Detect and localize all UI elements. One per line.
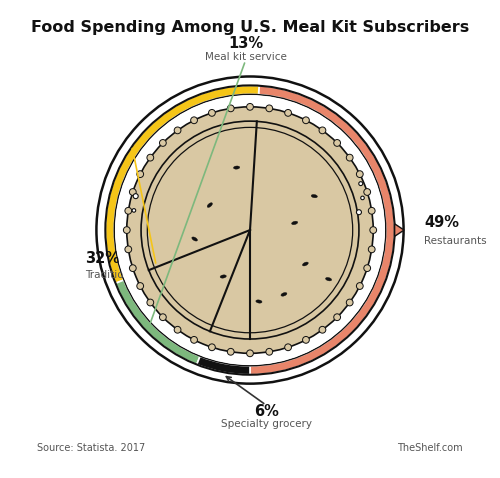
Wedge shape bbox=[106, 86, 259, 283]
Circle shape bbox=[124, 227, 130, 233]
Circle shape bbox=[137, 282, 143, 289]
Text: TheShelf.com: TheShelf.com bbox=[397, 443, 462, 453]
Circle shape bbox=[174, 127, 181, 134]
Circle shape bbox=[190, 337, 198, 343]
Circle shape bbox=[284, 109, 292, 116]
Circle shape bbox=[130, 265, 136, 272]
Text: Restaurants: Restaurants bbox=[424, 236, 486, 246]
Ellipse shape bbox=[256, 300, 262, 303]
Ellipse shape bbox=[311, 195, 318, 198]
Circle shape bbox=[132, 208, 136, 212]
Circle shape bbox=[364, 265, 370, 272]
Text: 32%: 32% bbox=[85, 251, 120, 266]
Circle shape bbox=[160, 314, 166, 321]
Wedge shape bbox=[196, 356, 250, 375]
Ellipse shape bbox=[220, 275, 226, 278]
Circle shape bbox=[334, 314, 340, 321]
Circle shape bbox=[246, 350, 254, 357]
Circle shape bbox=[284, 344, 292, 351]
Ellipse shape bbox=[292, 221, 298, 225]
Circle shape bbox=[208, 109, 216, 116]
Wedge shape bbox=[250, 86, 394, 375]
Circle shape bbox=[334, 140, 340, 146]
Circle shape bbox=[370, 227, 376, 233]
Polygon shape bbox=[394, 224, 404, 236]
Text: Source: Statista. 2017: Source: Statista. 2017 bbox=[38, 443, 146, 453]
Circle shape bbox=[246, 103, 254, 110]
Ellipse shape bbox=[192, 237, 198, 241]
Circle shape bbox=[368, 246, 375, 253]
Circle shape bbox=[356, 282, 363, 289]
Text: Food Spending Among U.S. Meal Kit Subscribers: Food Spending Among U.S. Meal Kit Subscr… bbox=[31, 20, 469, 35]
Wedge shape bbox=[116, 280, 200, 365]
Circle shape bbox=[356, 171, 363, 177]
Text: 6%: 6% bbox=[254, 404, 278, 419]
Circle shape bbox=[319, 326, 326, 333]
Circle shape bbox=[302, 117, 310, 124]
Circle shape bbox=[346, 154, 353, 161]
Circle shape bbox=[302, 337, 310, 343]
Circle shape bbox=[160, 140, 166, 146]
Text: Traditional grocery: Traditional grocery bbox=[85, 270, 182, 280]
Circle shape bbox=[133, 194, 138, 199]
Circle shape bbox=[208, 344, 216, 351]
Text: Meal kit service: Meal kit service bbox=[204, 52, 286, 62]
Text: Specialty grocery: Specialty grocery bbox=[220, 419, 312, 429]
Circle shape bbox=[147, 154, 154, 161]
Text: 49%: 49% bbox=[424, 216, 459, 230]
Ellipse shape bbox=[326, 277, 332, 281]
Ellipse shape bbox=[281, 293, 287, 296]
Text: 13%: 13% bbox=[228, 36, 263, 52]
Circle shape bbox=[147, 299, 154, 306]
Circle shape bbox=[319, 127, 326, 134]
Ellipse shape bbox=[207, 203, 212, 207]
Circle shape bbox=[174, 326, 181, 333]
Circle shape bbox=[130, 189, 136, 196]
Circle shape bbox=[266, 105, 272, 112]
Circle shape bbox=[125, 207, 132, 214]
Wedge shape bbox=[127, 107, 373, 353]
Ellipse shape bbox=[302, 262, 308, 266]
Circle shape bbox=[141, 121, 359, 339]
Circle shape bbox=[228, 348, 234, 355]
Circle shape bbox=[266, 348, 272, 355]
Circle shape bbox=[96, 76, 404, 384]
Circle shape bbox=[125, 246, 132, 253]
Circle shape bbox=[137, 171, 143, 177]
Circle shape bbox=[228, 105, 234, 112]
Ellipse shape bbox=[234, 166, 239, 169]
Circle shape bbox=[356, 210, 362, 215]
Circle shape bbox=[364, 189, 370, 196]
Circle shape bbox=[360, 196, 364, 200]
Circle shape bbox=[190, 117, 198, 124]
Circle shape bbox=[115, 95, 385, 365]
Circle shape bbox=[359, 182, 362, 185]
Circle shape bbox=[368, 207, 375, 214]
Circle shape bbox=[346, 299, 353, 306]
